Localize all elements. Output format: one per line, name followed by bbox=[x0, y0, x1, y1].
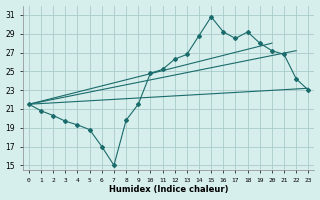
X-axis label: Humidex (Indice chaleur): Humidex (Indice chaleur) bbox=[109, 185, 228, 194]
